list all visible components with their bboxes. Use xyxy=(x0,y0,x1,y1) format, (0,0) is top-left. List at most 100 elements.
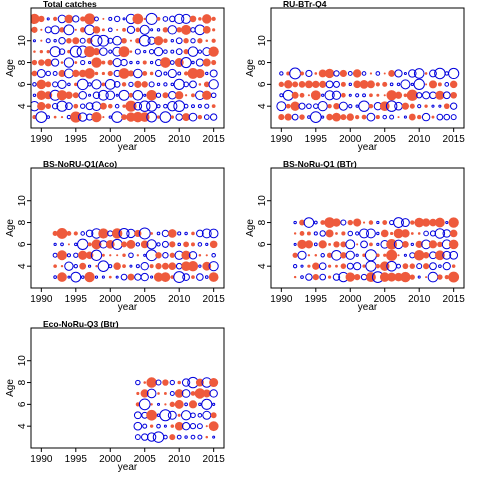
positive-residual-bubble xyxy=(53,264,57,268)
negative-residual-bubble xyxy=(80,231,85,236)
negative-residual-bubble xyxy=(442,91,451,100)
negative-residual-bubble xyxy=(152,431,165,443)
negative-residual-bubble xyxy=(175,262,183,270)
negative-residual-bubble xyxy=(190,38,196,44)
negative-residual-bubble xyxy=(313,220,318,225)
positive-residual-bubble xyxy=(101,253,105,257)
positive-residual-bubble xyxy=(367,80,375,89)
negative-residual-bubble xyxy=(134,434,141,441)
negative-residual-bubble xyxy=(190,412,196,419)
positive-residual-bubble xyxy=(354,273,361,281)
plot-frame xyxy=(30,7,225,129)
negative-residual-bubble xyxy=(143,253,147,257)
x-axis-label: year xyxy=(358,302,378,313)
positive-residual-bubble xyxy=(324,217,335,228)
positive-residual-bubble xyxy=(368,103,374,109)
negative-residual-bubble xyxy=(108,264,113,269)
negative-residual-bubble xyxy=(394,69,403,78)
negative-residual-bubble xyxy=(212,435,216,439)
negative-residual-bubble xyxy=(73,264,78,269)
negative-residual-bubble xyxy=(364,249,377,262)
negative-residual-bubble xyxy=(146,111,158,123)
x-tick-label: 2005 xyxy=(374,134,397,145)
negative-residual-bubble xyxy=(32,82,37,87)
negative-residual-bubble xyxy=(355,104,359,108)
positive-residual-bubble xyxy=(209,240,218,249)
negative-residual-bubble xyxy=(358,100,370,112)
negative-residual-bubble xyxy=(276,101,287,112)
negative-residual-bubble xyxy=(442,250,452,260)
positive-residual-bubble xyxy=(314,72,318,75)
negative-residual-bubble xyxy=(183,81,189,88)
positive-residual-bubble xyxy=(36,90,47,100)
positive-residual-bubble xyxy=(435,250,445,261)
negative-residual-bubble xyxy=(416,92,423,99)
positive-residual-bubble xyxy=(422,252,430,259)
negative-residual-bubble xyxy=(423,230,429,237)
negative-residual-bubble xyxy=(46,115,51,119)
positive-residual-bubble xyxy=(212,28,216,32)
negative-residual-bubble xyxy=(85,229,94,238)
positive-residual-bubble xyxy=(312,273,319,281)
negative-residual-bubble xyxy=(177,242,181,247)
y-axis-label: Age xyxy=(5,59,16,77)
plot-frame xyxy=(30,327,225,449)
positive-residual-bubble xyxy=(428,240,438,249)
negative-residual-bubble xyxy=(63,24,75,36)
positive-residual-bubble xyxy=(198,254,202,257)
negative-residual-bubble xyxy=(167,25,178,35)
negative-residual-bubble xyxy=(180,410,192,421)
positive-residual-bubble xyxy=(340,263,347,269)
negative-residual-bubble xyxy=(85,102,94,111)
chart-title: BS-NoRU-Q1(Aco) xyxy=(43,159,117,169)
positive-residual-bubble xyxy=(434,217,445,228)
positive-residual-bubble xyxy=(31,59,38,66)
negative-residual-bubble xyxy=(143,50,147,54)
positive-residual-bubble xyxy=(84,271,95,283)
negative-residual-bubble xyxy=(161,229,170,238)
negative-residual-bubble xyxy=(133,411,142,420)
negative-residual-bubble xyxy=(154,69,163,77)
positive-residual-bubble xyxy=(423,263,430,270)
negative-residual-bubble xyxy=(389,114,395,120)
positive-residual-bubble xyxy=(278,81,285,88)
positive-residual-bubble xyxy=(121,241,128,248)
positive-residual-bubble xyxy=(437,82,442,87)
negative-residual-bubble xyxy=(361,71,367,76)
positive-residual-bubble xyxy=(66,231,72,236)
positive-residual-bubble xyxy=(181,250,191,260)
positive-residual-bubble xyxy=(361,114,367,120)
negative-residual-bubble xyxy=(417,275,421,279)
negative-residual-bubble xyxy=(101,275,105,279)
negative-residual-bubble xyxy=(321,93,325,97)
positive-residual-bubble xyxy=(375,263,381,269)
y-tick-label: 6 xyxy=(17,81,28,87)
negative-residual-bubble xyxy=(163,82,168,87)
positive-residual-bubble xyxy=(397,254,400,257)
negative-residual-bubble xyxy=(146,100,158,112)
positive-residual-bubble xyxy=(205,425,208,428)
negative-residual-bubble xyxy=(320,253,325,258)
negative-residual-bubble xyxy=(355,231,360,236)
positive-residual-bubble xyxy=(184,71,189,76)
positive-residual-bubble xyxy=(170,115,174,119)
positive-residual-bubble xyxy=(375,115,380,120)
negative-residual-bubble xyxy=(403,71,407,75)
positive-residual-bubble xyxy=(403,93,408,98)
negative-residual-bubble xyxy=(292,264,298,269)
positive-residual-bubble xyxy=(95,265,98,268)
negative-residual-bubble xyxy=(156,242,161,247)
positive-residual-bubble xyxy=(141,81,148,88)
positive-residual-bubble xyxy=(116,254,119,257)
positive-residual-bubble xyxy=(375,82,380,87)
y-tick-label: 4 xyxy=(17,103,28,109)
negative-residual-bubble xyxy=(60,242,64,247)
negative-residual-bubble xyxy=(279,71,284,76)
positive-residual-bubble xyxy=(155,263,162,270)
negative-residual-bubble xyxy=(303,217,315,228)
positive-residual-bubble xyxy=(170,424,175,428)
negative-residual-bubble xyxy=(376,242,380,246)
positive-residual-bubble xyxy=(78,69,87,78)
negative-residual-bubble xyxy=(67,275,71,279)
